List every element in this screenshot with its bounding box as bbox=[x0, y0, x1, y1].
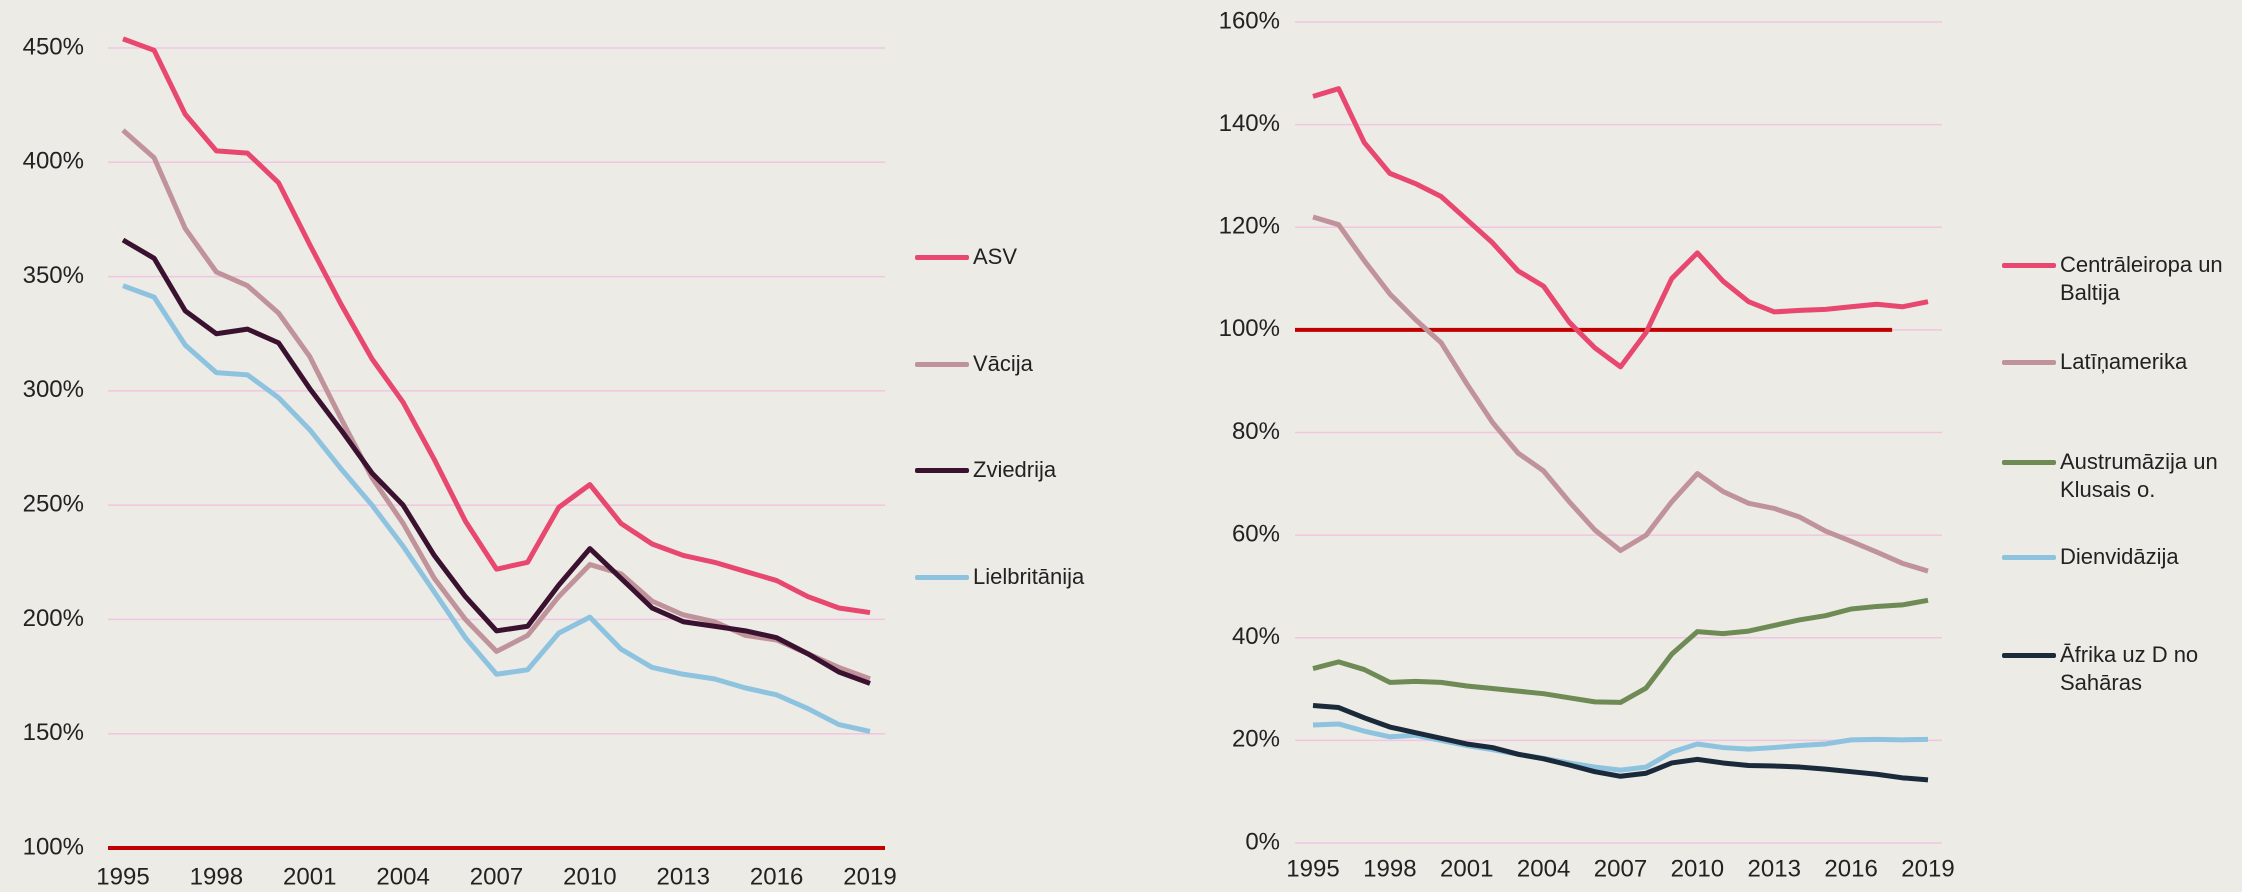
y-tick-label: 80% bbox=[1232, 418, 1280, 445]
y-tick-label: 150% bbox=[23, 719, 84, 746]
legend-swatch bbox=[915, 255, 969, 260]
y-tick-label: 400% bbox=[23, 148, 84, 175]
legend-swatch bbox=[2002, 460, 2056, 465]
legend-swatch bbox=[2002, 360, 2056, 365]
series-line bbox=[122, 283, 871, 734]
legend-label: Dienvidāzija bbox=[2060, 544, 2179, 569]
x-tick-label: 2001 bbox=[1440, 855, 1493, 882]
x-tick-label: 1998 bbox=[190, 863, 243, 890]
legend-label: Āfrika uz D no Sahāras bbox=[2060, 642, 2199, 695]
x-tick-label: 2013 bbox=[657, 863, 710, 890]
x-tick-label: 2016 bbox=[1824, 855, 1877, 882]
x-tick-label: 2019 bbox=[1901, 855, 1954, 882]
series-line bbox=[1312, 597, 1929, 705]
y-tick-label: 160% bbox=[1219, 7, 1280, 34]
x-tick-label: 2001 bbox=[283, 863, 336, 890]
legend-swatch bbox=[2002, 653, 2056, 658]
y-tick-label: 100% bbox=[1219, 315, 1280, 342]
series-line bbox=[1312, 86, 1929, 370]
series-line bbox=[1312, 721, 1929, 773]
legend-swatch bbox=[915, 468, 969, 473]
y-tick-label: 20% bbox=[1232, 726, 1280, 753]
y-tick-label: 120% bbox=[1219, 213, 1280, 240]
x-tick-label: 2010 bbox=[563, 863, 616, 890]
x-tick-label: 1995 bbox=[96, 863, 149, 890]
x-tick-label: 2004 bbox=[376, 863, 429, 890]
x-tick-label: 1998 bbox=[1363, 855, 1416, 882]
legend-label: Vācija bbox=[973, 351, 1033, 376]
x-tick-label: 2007 bbox=[1594, 855, 1647, 882]
y-tick-label: 450% bbox=[23, 33, 84, 60]
series-line bbox=[121, 237, 871, 686]
legend-label: Lielbritānija bbox=[973, 564, 1085, 589]
x-tick-label: 2016 bbox=[750, 863, 803, 890]
y-tick-label: 100% bbox=[23, 833, 84, 860]
y-tick-label: 60% bbox=[1232, 520, 1280, 547]
legend-swatch bbox=[2002, 263, 2056, 268]
legend-label: Austrumāzija un Klusais o. bbox=[2060, 449, 2218, 502]
legend-label: Centrāleiropa un Baltija bbox=[2060, 252, 2223, 305]
x-tick-label: 2013 bbox=[1748, 855, 1801, 882]
x-tick-label: 2004 bbox=[1517, 855, 1570, 882]
x-tick-label: 2007 bbox=[470, 863, 523, 890]
y-tick-label: 200% bbox=[23, 605, 84, 632]
legend-label: Latīņamerika bbox=[2060, 349, 2188, 374]
x-tick-label: 1995 bbox=[1286, 855, 1339, 882]
series-line bbox=[122, 36, 871, 616]
legend-swatch bbox=[915, 362, 969, 367]
y-tick-label: 40% bbox=[1232, 623, 1280, 650]
y-tick-label: 300% bbox=[23, 376, 84, 403]
y-tick-label: 140% bbox=[1219, 110, 1280, 137]
y-tick-label: 350% bbox=[23, 262, 84, 289]
series-line bbox=[1312, 214, 1929, 574]
y-tick-label: 250% bbox=[23, 490, 84, 517]
y-tick-label: 0% bbox=[1245, 828, 1280, 855]
legend-swatch bbox=[2002, 555, 2056, 560]
x-tick-label: 2019 bbox=[843, 863, 896, 890]
legend-label: ASV bbox=[973, 244, 1018, 269]
legend-label: Zviedrija bbox=[973, 457, 1057, 482]
x-tick-label: 2010 bbox=[1671, 855, 1724, 882]
legend-swatch bbox=[915, 575, 969, 580]
series-line bbox=[1312, 702, 1929, 783]
series-line bbox=[121, 128, 871, 682]
